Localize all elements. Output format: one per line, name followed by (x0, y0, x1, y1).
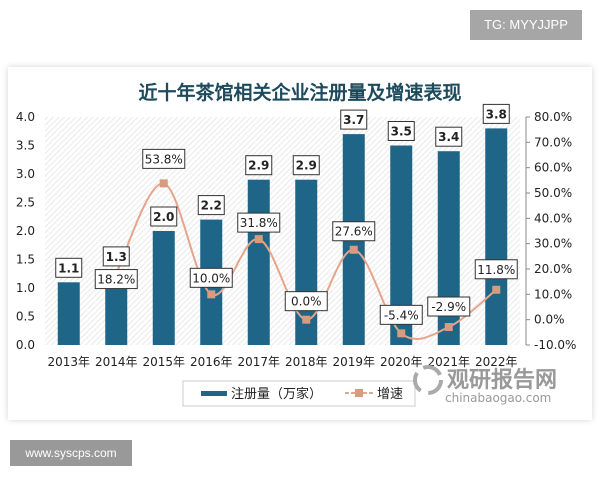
x-tick: 2022年 (475, 355, 518, 369)
y-left-tick: 3.5 (16, 139, 35, 153)
watermark-logo-icon (413, 365, 443, 395)
bar-label-box (482, 103, 510, 124)
legend-bar-swatch (201, 391, 227, 396)
bar (152, 231, 175, 345)
growth-label-box (427, 296, 471, 317)
legend-line-marker (355, 389, 363, 397)
bar-label-box (150, 206, 178, 227)
y-right-tick: 50.0% (534, 186, 572, 200)
bar (105, 270, 128, 345)
y-right-tick: 60.0% (534, 161, 572, 175)
x-tick: 2021年 (427, 355, 470, 369)
bar-label: 3.8 (486, 107, 507, 121)
x-tick: 2013年 (47, 355, 90, 369)
y-right-tick: 0.0% (534, 313, 565, 327)
y-left-tick: 0.0 (16, 338, 35, 352)
bar-label-box (55, 257, 83, 278)
growth-label: 10.0% (192, 271, 230, 285)
growth-marker (207, 290, 216, 299)
growth-label: -2.9% (431, 300, 466, 314)
x-tick: 2017年 (237, 355, 280, 369)
bar-label: 2.0 (153, 210, 174, 224)
growth-marker (444, 323, 453, 332)
legend-line-label: 增速 (377, 387, 403, 402)
growth-label: 11.8% (477, 263, 515, 277)
bar-label-box (387, 121, 415, 141)
bar-label: 1.3 (106, 250, 127, 264)
growth-label-box (189, 267, 233, 288)
y-left-tick: 2.5 (16, 196, 35, 210)
y-right-tick: 80.0% (534, 110, 572, 124)
bar-label-box (102, 246, 130, 267)
y-right-tick: 30.0% (534, 237, 572, 251)
x-tick: 2015年 (142, 355, 185, 369)
y-left-tick: 2.0 (16, 224, 35, 238)
watermark-en: chinabaogao.com (445, 391, 551, 405)
growth-label-box (379, 304, 423, 325)
growth-label: 0.0% (291, 295, 322, 309)
growth-marker (397, 329, 406, 338)
bar-label: 2.9 (248, 159, 269, 173)
bar-label: 3.7 (343, 113, 364, 127)
bar-label-box (292, 155, 320, 176)
y-right-tick: 10.0% (534, 287, 572, 301)
bar-label-box (435, 126, 463, 147)
bar (247, 179, 270, 345)
growth-label-box (142, 148, 186, 169)
growth-label: 18.2% (97, 273, 135, 287)
bar-label: 2.9 (296, 159, 317, 173)
bar-label-box (340, 109, 368, 130)
growth-marker (349, 245, 358, 254)
y-right-tick: 70.0% (534, 135, 572, 149)
bar (485, 128, 508, 345)
bar (57, 282, 80, 345)
y-left-tick: 1.5 (16, 253, 35, 267)
bar-label-box (197, 195, 225, 216)
growth-label-box (474, 259, 518, 280)
y-left-tick: 3.0 (16, 167, 35, 181)
y-right-tick: 40.0% (534, 211, 572, 225)
x-tick: 2018年 (285, 355, 328, 369)
growth-label-box (332, 221, 376, 242)
bar-label-box (245, 155, 273, 176)
growth-label: 53.8% (145, 152, 183, 166)
chart-title: 近十年茶馆相关企业注册量及增速表现 (138, 81, 461, 104)
tg-badge: TG: MYYJJPP (470, 10, 582, 40)
watermark-cn: 观研报告网 (447, 368, 557, 393)
growth-marker (492, 285, 501, 294)
y-left-tick: 4.0 (16, 110, 35, 124)
growth-marker (254, 235, 263, 244)
y-left-tick: 0.5 (16, 310, 35, 324)
growth-marker (302, 315, 311, 324)
x-tick: 2019年 (332, 355, 375, 369)
bar-label: 2.2 (201, 199, 222, 213)
legend: 注册量（万家） 增速 (182, 380, 416, 407)
growth-marker (159, 179, 168, 188)
growth-label-box (284, 291, 328, 312)
y-right-tick: -10.0% (534, 338, 576, 352)
y-left-tick: 1.0 (16, 281, 35, 295)
growth-label: 31.8% (240, 216, 278, 230)
legend-bar-label: 注册量（万家） (231, 386, 322, 402)
bar-label: 1.1 (58, 261, 79, 275)
x-tick: 2016年 (190, 355, 233, 369)
growth-label: 27.6% (335, 225, 373, 239)
growth-label: -5.4% (384, 308, 419, 322)
growth-label-box (94, 269, 138, 290)
growth-label-box (237, 212, 281, 233)
bar (390, 145, 413, 345)
y-right-tick: 20.0% (534, 262, 572, 276)
x-tick: 2020年 (380, 355, 423, 369)
bar-label: 3.4 (438, 130, 459, 144)
x-tick: 2014年 (95, 355, 138, 369)
watermark: 观研报告网 chinabaogao.com (413, 365, 557, 405)
site-badge[interactable]: www.syscps.com (10, 440, 132, 466)
bar-label: 3.5 (391, 125, 412, 139)
